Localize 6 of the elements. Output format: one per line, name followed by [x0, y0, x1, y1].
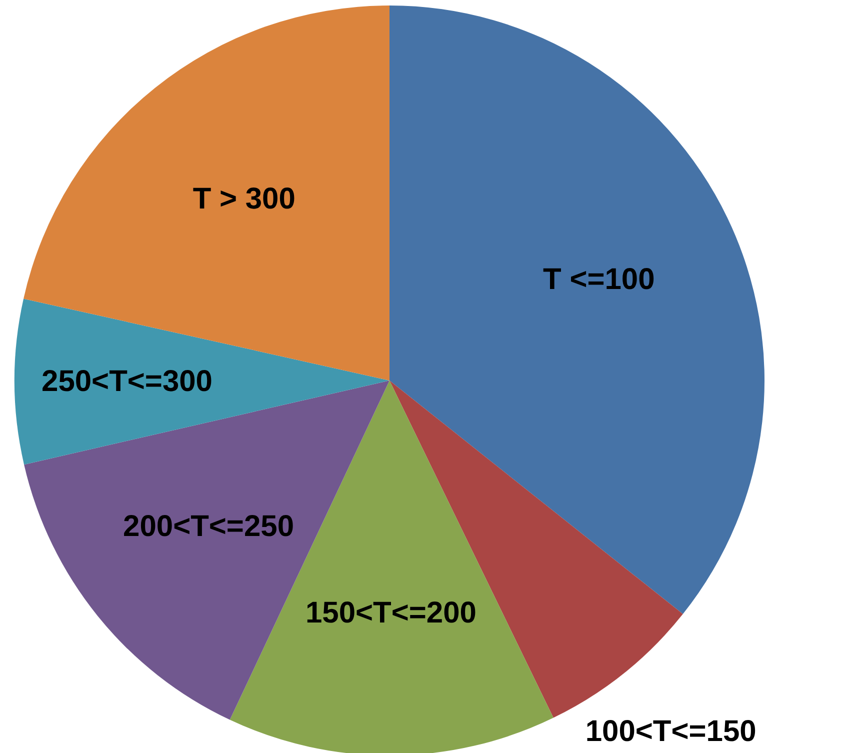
slice-label: 150<T<=200 [305, 596, 476, 630]
slice-label: 200<T<=250 [123, 510, 294, 543]
slice-label: T <=100 [543, 263, 655, 296]
slice-label: 250<T<=300 [42, 364, 213, 398]
slice-label: T > 300 [192, 182, 296, 216]
slice-label: 100<T<=150 [585, 715, 756, 748]
